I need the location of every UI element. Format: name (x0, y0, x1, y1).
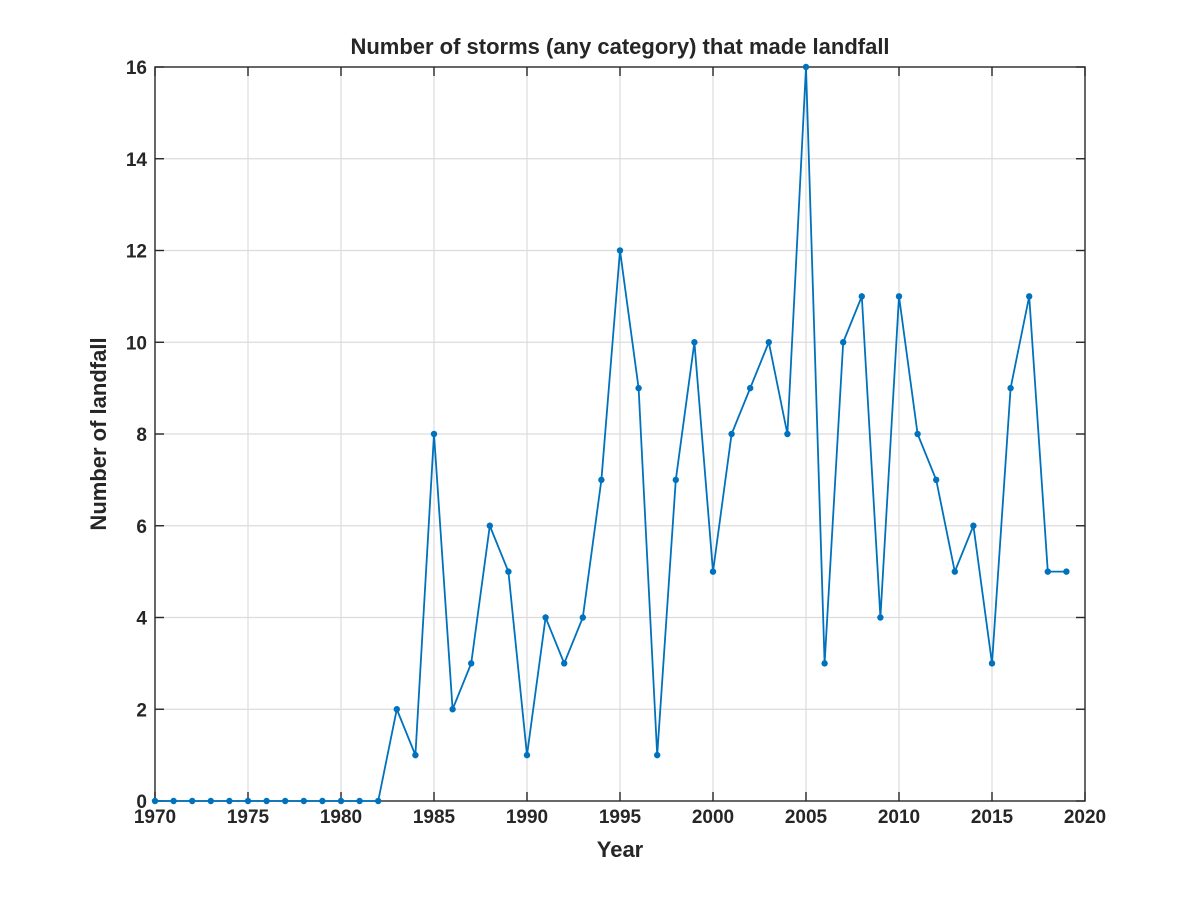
x-tick-label: 2020 (1064, 807, 1106, 828)
x-tick-label: 1995 (599, 807, 642, 828)
data-point (207, 797, 214, 805)
data-point (858, 293, 865, 300)
x-tick-label: 1990 (506, 807, 548, 828)
x-tick-label: 1970 (134, 807, 176, 828)
data-point (1007, 384, 1014, 392)
data-point (542, 614, 549, 621)
y-tick-label: 16 (126, 58, 147, 79)
data-point (282, 797, 289, 805)
y-axis-label: Number of landfall (86, 337, 111, 530)
data-point (505, 568, 512, 575)
data-point (747, 384, 754, 392)
grid-lines (155, 67, 1085, 801)
y-tick-label: 14 (126, 150, 148, 171)
data-point (523, 751, 531, 759)
data-point (895, 293, 903, 300)
data-point (691, 339, 698, 346)
data-point (821, 660, 828, 667)
data-point (244, 797, 252, 805)
data-point (170, 797, 177, 805)
data-point (1026, 293, 1033, 300)
data-point (449, 706, 456, 713)
chart-title: Number of storms (any category) that mad… (350, 34, 889, 59)
data-point (151, 797, 159, 805)
data-point (877, 614, 884, 621)
data-point (337, 797, 345, 805)
data-point (226, 797, 233, 805)
data-point (468, 660, 475, 667)
data-point (672, 476, 679, 484)
data-point (393, 706, 400, 713)
data-point (356, 797, 363, 805)
data-point (561, 660, 568, 667)
y-tick-labels: 0 2 4 6 8 10 12 14 16 (126, 58, 148, 813)
data-point (635, 384, 642, 392)
data-point (914, 430, 921, 438)
data-point (300, 797, 307, 805)
y-tick-label: 10 (126, 333, 147, 354)
data-point (375, 797, 382, 805)
x-tick-label: 1975 (227, 807, 270, 828)
data-point (189, 797, 196, 805)
x-tick-label: 2010 (878, 807, 920, 828)
data-point (319, 797, 326, 805)
y-tick-label: 2 (136, 700, 147, 721)
x-tick-label: 2000 (692, 807, 734, 828)
x-tick-label: 1985 (413, 807, 456, 828)
y-tick-label: 12 (126, 242, 147, 263)
x-tick-labels: 1970 1975 1980 1985 1990 1995 2000 2005 2010 2015… (134, 807, 1106, 828)
data-point (654, 751, 661, 759)
data-point (970, 522, 977, 529)
data-point (1044, 568, 1052, 575)
data-point (728, 430, 735, 438)
data-point (579, 614, 586, 621)
x-tick-label: 2015 (971, 807, 1014, 828)
data-point (1063, 568, 1070, 575)
series-group (151, 63, 1070, 805)
data-point (765, 339, 772, 346)
data-point (263, 797, 270, 805)
data-point (933, 476, 940, 484)
data-point (598, 476, 605, 484)
data-point (486, 522, 493, 529)
y-tick-label: 0 (136, 792, 147, 813)
x-axis-label: Year (597, 837, 644, 862)
y-tick-label: 8 (136, 425, 147, 446)
data-point (840, 339, 847, 346)
data-point (430, 430, 438, 438)
data-point (709, 568, 717, 575)
x-tick-label: 1980 (320, 807, 362, 828)
y-tick-label: 6 (136, 517, 147, 538)
data-point (412, 751, 419, 759)
data-point (616, 247, 624, 254)
data-point (802, 63, 810, 71)
y-tick-label: 4 (136, 609, 147, 630)
data-point (951, 568, 958, 575)
data-point (988, 660, 996, 667)
x-tick-label: 2005 (785, 807, 828, 828)
data-point (784, 430, 791, 438)
